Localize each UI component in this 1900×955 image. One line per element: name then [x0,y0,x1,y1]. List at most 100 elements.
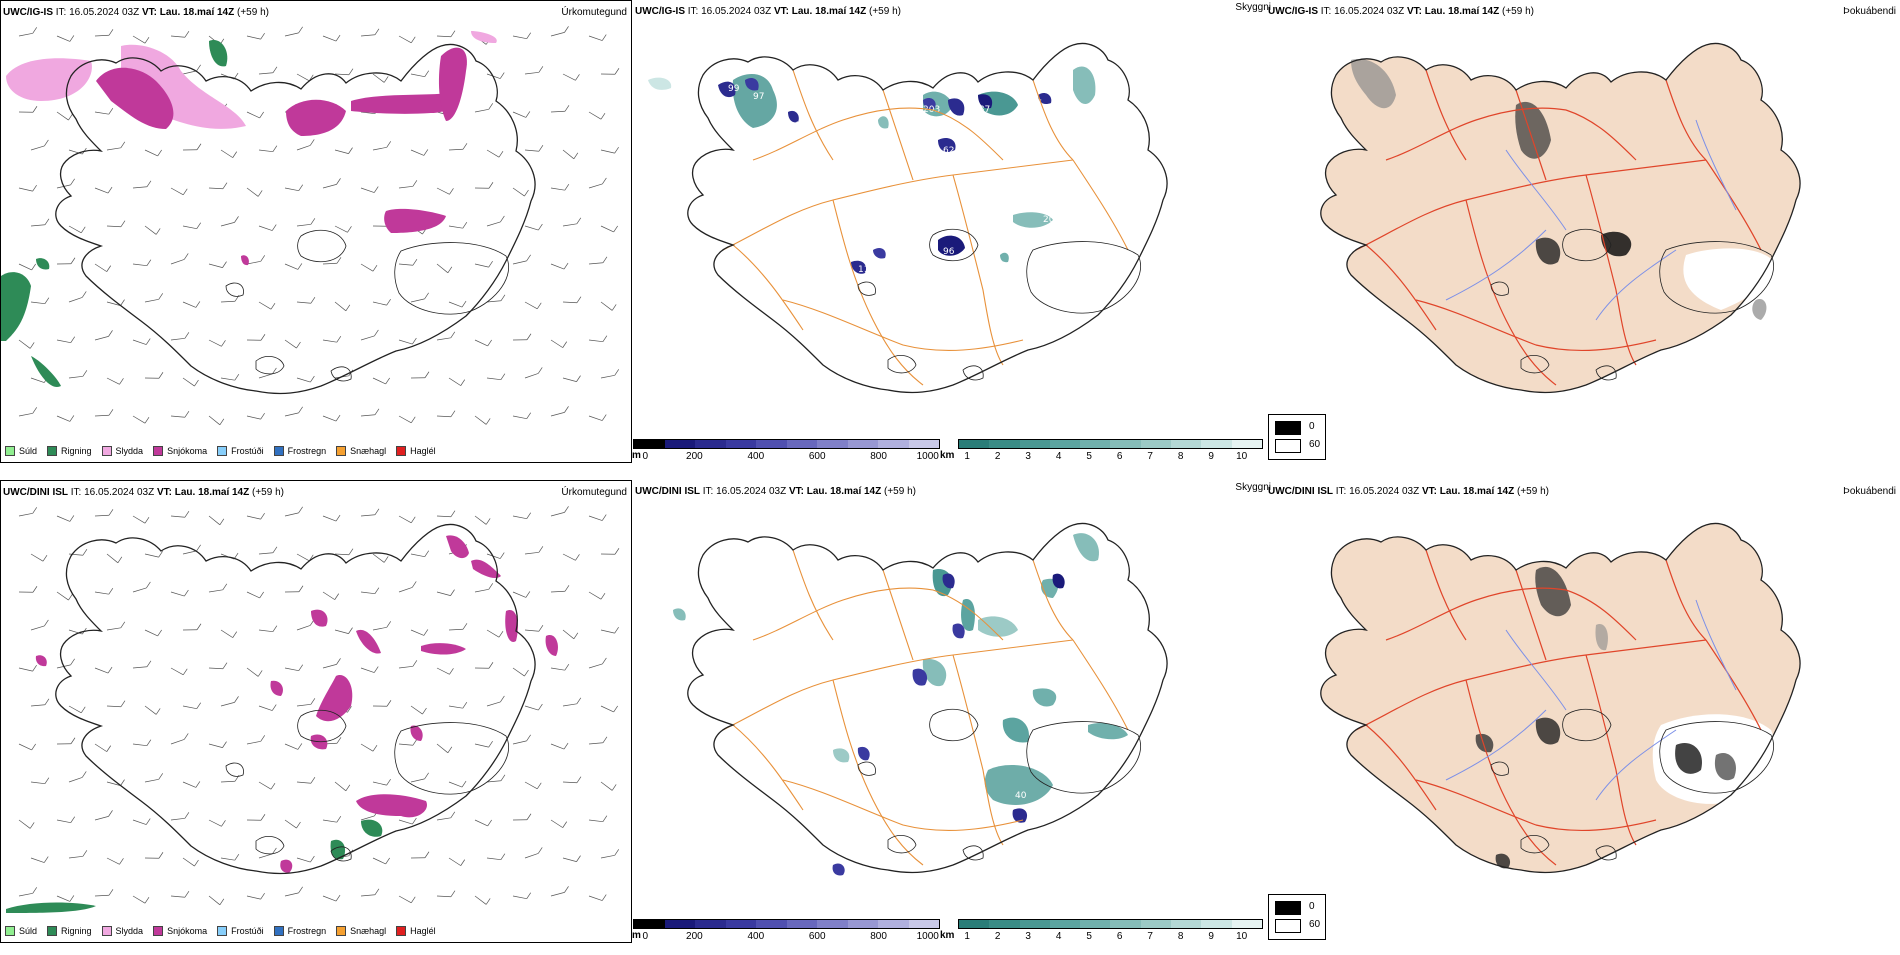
tick-label: 0 [642,931,648,942]
cbar-cell [989,440,1019,448]
ceiling-label: 111 [858,265,875,275]
cbar-cell [634,920,665,928]
tick-label: 4 [1056,931,1062,942]
cbar-cell [1020,440,1050,448]
tick-label: 1000 [917,451,939,462]
visibility-unit: km [940,930,954,941]
cbar-cell [726,920,757,928]
legend-item: Haglél [396,926,436,936]
cbar-cell [695,440,726,448]
legend-label: Súld [19,926,37,936]
cbar-cell [848,920,879,928]
fog-swatch [1275,421,1301,435]
tick-label: 6 [1117,451,1123,462]
road-network [723,550,1128,865]
ceiling-label: 95 [1031,99,1042,109]
legend-label: Snjókoma [167,926,207,936]
cbar-cell [1201,920,1231,928]
visibility-ticks: 1 2 3 4 5 6 7 8 9 10 [958,451,1263,465]
legend-swatch [153,446,163,456]
tick-label: 1 [964,451,970,462]
legend-swatch [47,926,57,936]
fog-legend-label: 60 [1309,919,1320,930]
legend-label: Haglél [410,926,436,936]
cbar-cell [1050,920,1080,928]
cbar-cell [665,440,696,448]
legend-item: Frostúði [217,446,264,456]
cbar-cell [1020,920,1050,928]
visibility-colorbar-swatches [958,439,1263,449]
legend-label: Slydda [116,446,144,456]
visibility-unit: km [940,450,954,461]
tick-label: 2 [995,451,1001,462]
legend-label: Súld [19,446,37,456]
tick-label: 400 [747,931,764,942]
ceiling-unit: m [632,450,641,461]
legend-label: Slydda [116,926,144,936]
visibility-areas [648,66,1095,262]
legend-label: Rigning [61,926,92,936]
cloud-labels: 40 [1015,791,1027,801]
ceiling-ticks: 0 200 400 600 800 1000 [633,931,940,945]
legend-item: Rigning [47,446,92,456]
legend-swatch [153,926,163,936]
tick-label: 800 [870,931,887,942]
cloud-map: 40 [633,480,1265,943]
legend-label: Snjókoma [167,446,207,456]
cbar-cell [1110,920,1140,928]
cbar-cell [1080,440,1110,448]
legend-item: Rigning [47,926,92,936]
tick-label: 2 [995,931,1001,942]
fog-legend: 0 60 [1268,894,1326,940]
precip-legend: Súld Rigning Slydda Snjókoma Frostúði Fr… [5,446,436,456]
precip-areas [1,31,497,387]
cbar-cell [878,920,909,928]
ceiling-label: 122 [893,245,910,255]
legend-item: Haglél [396,446,436,456]
cbar-cell [1110,440,1140,448]
cbar-cell [1201,440,1231,448]
fog-map [1266,0,1900,463]
tick-label: 200 [686,451,703,462]
cloud-visibility-panel: UWC/IG-IS IT: 16.05.2024 03Z VT: Lau. 18… [633,0,1265,463]
tick-label: 1000 [917,931,939,942]
fog-indicator-panel: UWC/IG-IS IT: 16.05.2024 03Z VT: Lau. 18… [1266,0,1900,463]
fog-legend: 0 60 [1268,414,1326,460]
legend-label: Frostregn [288,446,327,456]
cbar-cell [817,920,848,928]
fog-swatch [1275,439,1301,453]
legend-swatch [47,446,57,456]
legend-label: Frostúði [231,926,264,936]
legend-item: Slydda [102,446,144,456]
precip-map [1,1,633,464]
precip-map [1,481,633,944]
ceiling-label: 206 [1043,215,1060,225]
cbar-cell [959,440,989,448]
cbar-cell [989,920,1019,928]
tick-label: 4 [1056,451,1062,462]
legend-swatch [336,446,346,456]
tick-label: 8 [1178,931,1184,942]
legend-label: Frostúði [231,446,264,456]
fog-map [1266,480,1900,943]
legend-item: Snjókoma [153,446,207,456]
legend-item: Frostregn [274,446,327,456]
tick-label: 1 [964,931,970,942]
cbar-cell [1080,920,1110,928]
visibility-ticks: 1 2 3 4 5 6 7 8 9 10 [958,931,1263,945]
cloud-labels: 99 97 148 203 187 95 62 206 122 96 111 [728,84,1060,275]
tick-label: 6 [1117,931,1123,942]
legend-label: Snæhagl [350,926,386,936]
precip-legend: Súld Rigning Slydda Snjókoma Frostúði Fr… [5,926,436,936]
legend-swatch [396,446,406,456]
tick-label: 5 [1086,451,1092,462]
tick-label: 400 [747,451,764,462]
legend-item: Súld [5,926,37,936]
legend-item: Snæhagl [336,926,386,936]
cbar-cell [756,920,787,928]
fog-indicator-panel: UWC/DINI ISL IT: 16.05.2024 03Z VT: Lau.… [1266,480,1900,943]
legend-swatch [5,446,15,456]
tick-label: 3 [1025,931,1031,942]
legend-swatch [274,446,284,456]
cbar-cell [756,440,787,448]
